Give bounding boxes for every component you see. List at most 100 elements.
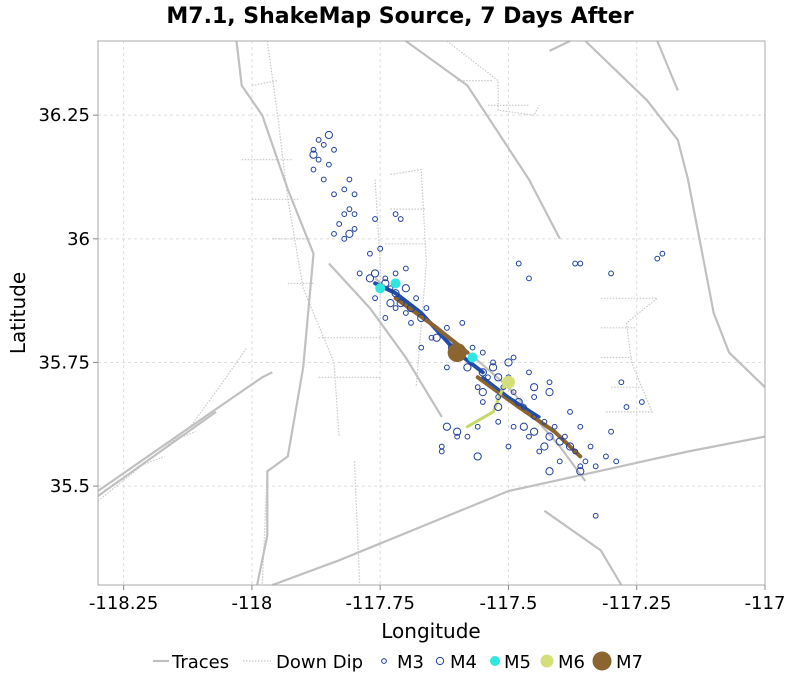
m4-event [442,422,451,431]
legend-label-m6: M6 [558,652,585,673]
down-dip-line [266,40,340,437]
m4-event [519,422,528,431]
down-dip-line [251,80,278,87]
m3-event [556,458,563,465]
m3-event [485,374,491,381]
m3-event [418,344,425,351]
m3-event [572,448,579,455]
m3-event [341,235,348,242]
m3-event [315,137,322,143]
m3-event [510,389,517,396]
m7-event [447,343,467,363]
m4-event [417,313,426,323]
m3-event [603,453,609,460]
y-axis-label: Latitude [6,272,30,354]
m3-event [495,418,502,425]
trace-line [328,262,443,418]
chart-title: M7.1, ShakeMap Source, 7 Days After [166,4,633,29]
m4-event [478,388,487,397]
down-dip-line [446,40,540,116]
m3-event [392,270,399,277]
legend-symbol-m6 [540,654,554,668]
m3-event [587,443,594,450]
m3-event [510,354,517,361]
m3-event [351,211,358,217]
m4-event [494,402,503,412]
m3-event [320,176,327,183]
m3-event [459,319,466,326]
m3-event [336,221,343,227]
legend: Traces Down Dip M3 M4 M5 M6 M7 [153,651,643,673]
m3-event [562,433,568,440]
m3-event [536,448,543,455]
legend-label-m4: M4 [450,652,477,673]
m4-event [453,427,462,436]
m3-event [464,433,471,440]
m3-event [592,512,599,519]
m3-event [356,270,363,277]
m4-event [401,284,410,293]
m3-event [382,275,389,282]
y-tick-label: 35.5 [50,476,90,497]
m4-event [386,299,395,308]
m3-events [310,137,666,519]
m4-event [545,467,554,476]
large-events [375,278,515,389]
m3-event [608,270,614,277]
m3-event [392,211,399,217]
x-axis-ticks: -118.25 -118 -117.75 -117.5 -117.25 -117 [89,585,786,614]
m3-event [582,458,589,465]
m3-event [443,324,450,331]
m4-event [370,269,380,278]
fault-traces [97,40,766,587]
m3-event [367,250,373,257]
m4-event [406,303,416,313]
x-axis-label: Longitude [381,619,480,643]
legend-symbol-m4 [435,656,445,666]
rupture-segment [481,375,541,419]
m3-event [397,216,404,222]
legend-label-downdip: Down Dip [276,652,363,673]
m3-event [526,275,532,282]
m4-event [381,279,390,288]
m3-event [474,384,481,391]
m3-event [577,260,584,267]
m4-event [324,130,333,140]
m4-event [478,368,487,377]
m4-event [540,442,549,451]
down-dip-line [353,461,361,586]
m3-event [372,216,378,222]
trace-line [272,435,766,587]
m3-event [577,423,584,430]
m3-event [325,161,332,168]
down-dip-line [374,179,381,363]
m3-event [351,191,358,198]
m4-event [565,442,575,451]
trace-line [543,509,623,586]
m5-event [467,352,478,363]
m3-event [623,404,630,410]
m3-event [613,458,620,465]
m4-event [576,467,585,476]
x-tick-label: -118 [231,593,272,614]
m3-event [428,334,435,341]
x-tick-label: -118.25 [89,593,158,614]
trace-line [235,40,315,586]
trace-line [97,371,273,492]
trace-line [584,40,766,388]
m4-event [488,363,498,372]
m3-event [392,305,399,311]
y-tick-label: 35.75 [38,352,90,373]
m3-event [608,428,614,435]
trace-line [656,40,679,91]
m4-event [309,150,318,159]
m3-event [331,146,337,153]
m4-event [473,452,482,461]
m3-event [351,226,358,232]
m6-event [501,375,515,389]
m3-event [505,443,512,450]
m3-event [402,310,409,316]
x-tick-label: -117 [745,593,786,614]
m3-event [402,265,409,272]
m3-event [315,156,322,163]
